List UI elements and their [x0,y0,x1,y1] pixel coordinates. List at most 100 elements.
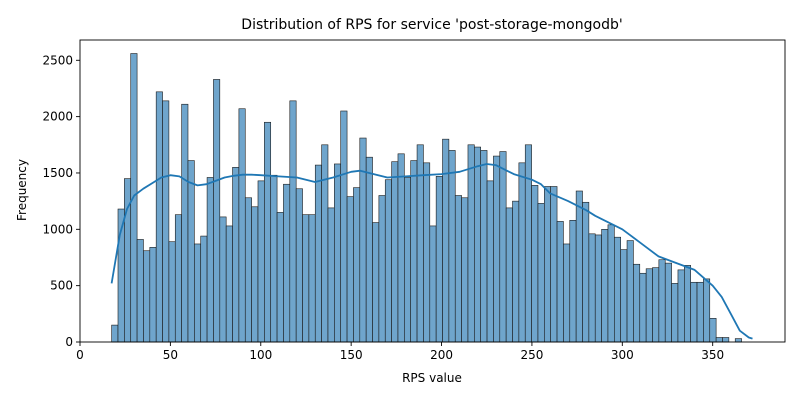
histogram-bars [111,53,742,343]
histogram-bar [467,144,475,343]
histogram-bar [168,241,176,343]
histogram-bar [308,214,316,343]
histogram-bar [512,200,520,343]
histogram-bar [582,201,590,343]
histogram-bar [734,338,742,343]
histogram-bar [588,233,596,343]
histogram-bar [289,100,297,343]
histogram-bar [645,268,653,343]
histogram-bar [594,234,602,343]
histogram-bar [652,267,660,343]
histogram-bar [238,108,246,343]
histogram-bar [213,79,221,343]
histogram-bar [378,195,386,343]
x-tick-label: 300 [611,348,634,362]
histogram-bar [715,337,723,343]
histogram-bar [372,222,380,343]
histogram-bar [671,283,679,343]
histogram-bar [556,221,564,343]
histogram-bar [435,176,443,343]
histogram-bar [162,100,170,343]
y-tick-label: 2500 [42,53,73,67]
histogram-bar [257,180,265,343]
histogram-bar [359,137,367,343]
histogram-bar [410,160,418,343]
histogram-bar [143,250,151,343]
histogram-bar [206,177,214,343]
histogram-bar [537,203,545,343]
histogram-bar [544,186,551,343]
x-tick-label: 100 [249,348,272,362]
x-tick-label: 50 [163,348,178,362]
histogram-bar [251,206,259,343]
histogram-bar [486,180,494,343]
y-axis-ticks: 0 500 1000 1500 2000 2500 [42,53,80,349]
histogram-bar [601,229,609,343]
histogram-bar [283,183,291,343]
histogram-bar [155,91,163,343]
histogram-bar [626,240,634,343]
histogram-bar [200,235,208,343]
histogram-bar [639,272,647,343]
x-tick-label: 200 [430,348,453,362]
histogram-bar [423,162,431,343]
histogram-bar [327,207,335,343]
histogram-bar [658,259,666,343]
histogram-bar [505,207,513,343]
x-tick-label: 0 [76,348,84,362]
histogram-bar [365,156,373,343]
y-axis-label: Frequency [15,159,29,221]
histogram-bar [442,138,450,343]
histogram-bar [690,281,698,343]
histogram-bar [232,167,240,343]
histogram-bar [703,278,711,343]
histogram-bar [429,225,437,343]
chart-title: Distribution of RPS for service 'post-st… [241,17,622,33]
histogram-bar [480,150,488,343]
y-tick-label: 2000 [42,110,73,124]
histogram-bar [181,103,189,343]
kde-layer [110,163,753,340]
histogram-bar [499,151,507,343]
histogram-bar [334,163,342,343]
histogram-bar [136,239,144,343]
histogram-bar [302,214,310,343]
histogram-bar [454,195,462,343]
histogram-bar [722,337,730,343]
histogram-bar [550,186,558,343]
histogram-bar [620,249,628,343]
histogram-bar [569,219,577,343]
histogram-bar [709,318,717,343]
histogram-bar [563,243,571,343]
histogram-bar [149,247,157,343]
histogram-bar [493,155,501,343]
histogram-bar [384,179,392,343]
histogram-bar [607,224,615,343]
y-tick-label: 1000 [42,222,73,236]
histogram-bar [219,216,227,343]
axes [79,39,786,343]
histogram-bar [397,153,405,343]
histogram-bar [404,177,411,343]
histogram-bar [575,190,583,343]
histogram-bar [270,174,278,343]
histogram-bar [111,324,119,343]
y-tick-label: 0 [65,335,73,349]
x-axis-label: RPS value [402,371,462,385]
plot-frame [79,39,786,343]
histogram-bar [474,146,481,343]
y-tick-label: 500 [50,279,73,293]
histogram-bar [346,196,354,343]
histogram-bar [696,281,704,343]
histogram-bar [244,197,252,343]
histogram-bar [461,197,469,343]
x-tick-label: 150 [340,348,363,362]
histogram-bar [614,236,621,343]
histogram-bar [187,160,195,343]
histogram-bar [264,121,272,343]
histogram-bar [664,262,672,343]
histogram-bar [448,150,456,343]
kde-line [110,163,753,340]
histogram-bar [321,144,329,343]
